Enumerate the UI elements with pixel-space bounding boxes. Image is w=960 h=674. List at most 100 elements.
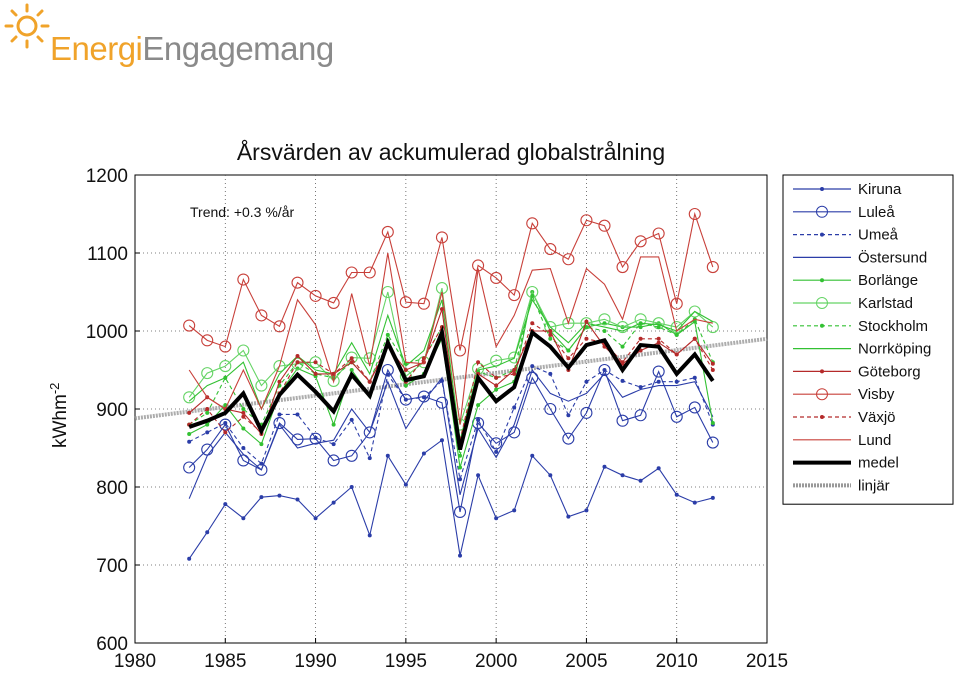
data-point [458,454,462,458]
data-point [404,384,408,388]
data-point [621,360,625,364]
data-point [657,466,661,470]
data-point [259,442,263,446]
data-point [314,360,318,364]
data-point [494,450,498,454]
data-point [566,413,570,417]
data-point [675,352,679,356]
data-point [422,451,426,455]
y-tick-label: 600 [96,634,128,655]
data-point [350,356,354,360]
data-point [259,495,263,499]
data-point [675,493,679,497]
data-point [621,473,625,477]
data-point [512,372,516,376]
data-point [296,354,300,358]
data-point [332,442,336,446]
data-point [566,356,570,360]
data-point [711,496,715,500]
data-point [205,407,209,411]
data-point [277,412,281,416]
data-point [621,345,625,349]
legend-marker [820,415,824,419]
data-point [241,411,245,415]
data-point [584,337,588,341]
data-point [566,349,570,353]
legend-marker [820,233,824,237]
data-point [205,411,209,415]
data-point [332,423,336,427]
data-point [386,333,390,337]
data-point [458,554,462,558]
legend-label: Stockholm [858,318,928,335]
data-point [548,329,552,333]
data-point [350,368,354,372]
data-point [476,403,480,407]
x-tick-label: 2010 [656,651,698,672]
data-point [296,497,300,501]
y-axis-label: kWhm-2 [47,383,72,448]
data-point [223,430,227,434]
y-tick-label: 800 [96,478,128,499]
data-point [639,337,643,341]
data-point [657,337,661,341]
data-point [693,376,697,380]
data-point [440,438,444,442]
data-point [241,407,245,411]
data-point [205,430,209,434]
data-point [350,485,354,489]
data-point [277,380,281,384]
data-point [711,421,715,425]
data-point [494,388,498,392]
data-point [512,405,516,409]
data-point [711,368,715,372]
data-point [548,333,552,337]
legend: KirunaLuleåUmeåÖstersundBorlängeKarlstad… [783,175,953,504]
y-tick-label: 1000 [86,322,128,343]
legend-marker [820,324,824,328]
y-tick-label: 1200 [86,166,128,187]
legend-label: Visby [858,386,895,403]
legend-label: Umeå [858,227,899,244]
data-point [187,557,191,561]
legend-label: Lund [858,432,891,449]
data-point [296,412,300,416]
data-point [675,333,679,337]
data-point [494,384,498,388]
data-point [530,454,534,458]
x-tick-label: 1990 [294,651,336,672]
legend-marker [820,187,824,191]
y-tick-label: 700 [96,556,128,577]
data-point [296,366,300,370]
data-point [296,360,300,364]
trend-annotation: Trend: +0.3 %/år [190,204,294,220]
x-tick-label: 1985 [204,651,246,672]
data-point [548,473,552,477]
legend-label: Norrköping [858,341,931,358]
data-point [404,398,408,402]
data-point [314,436,318,440]
data-point [584,320,588,324]
data-point [711,362,715,366]
data-point [494,376,498,380]
data-point [476,473,480,477]
data-point [693,337,697,341]
data-point [368,533,372,537]
data-point [368,456,372,460]
legend-marker [820,278,824,282]
data-point [187,411,191,415]
data-point [639,385,643,389]
data-point [241,446,245,450]
data-point [241,415,245,419]
data-point [621,379,625,383]
legend-marker [820,369,824,373]
y-tick-label: 900 [96,400,128,421]
data-point [386,454,390,458]
data-point [657,380,661,384]
data-point [187,440,191,444]
data-point [602,465,606,469]
data-point [602,329,606,333]
data-point [530,294,534,298]
data-point [386,373,390,377]
data-point [187,432,191,436]
